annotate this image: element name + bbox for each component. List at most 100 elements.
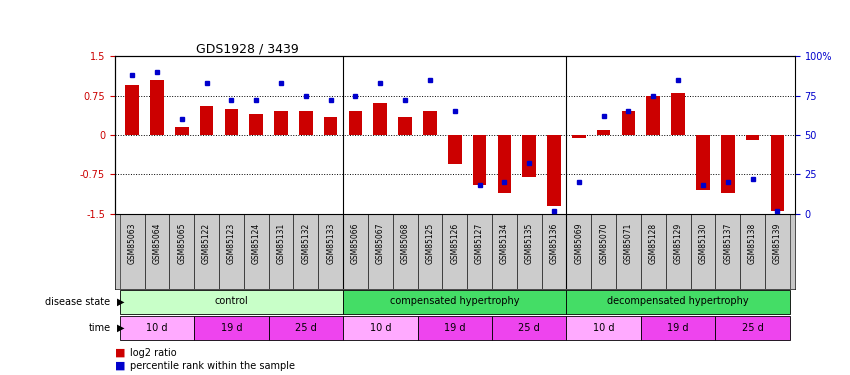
Text: GSM85125: GSM85125: [426, 223, 434, 264]
Bar: [765, 214, 790, 289]
Text: time: time: [88, 323, 110, 333]
Bar: [299, 111, 313, 135]
Text: ▶: ▶: [117, 297, 125, 307]
Bar: [194, 214, 219, 289]
Bar: [740, 214, 765, 289]
Bar: [492, 214, 517, 289]
Bar: [771, 135, 785, 211]
Text: GSM85123: GSM85123: [227, 223, 236, 264]
Text: GSM85124: GSM85124: [252, 223, 261, 264]
Text: GSM85133: GSM85133: [326, 223, 335, 264]
Text: GSM85138: GSM85138: [748, 223, 757, 264]
Bar: [343, 214, 368, 289]
Bar: [473, 135, 486, 185]
Bar: [468, 214, 492, 289]
Text: percentile rank within the sample: percentile rank within the sample: [130, 361, 295, 370]
Bar: [244, 214, 269, 289]
Text: GSM85134: GSM85134: [500, 223, 509, 264]
Bar: [423, 111, 437, 135]
Bar: [120, 214, 145, 289]
Text: ■: ■: [115, 348, 125, 357]
Bar: [194, 316, 269, 340]
Bar: [721, 135, 734, 193]
Text: GSM85135: GSM85135: [524, 223, 534, 264]
Bar: [592, 214, 616, 289]
Bar: [497, 135, 511, 193]
Text: compensated hypertrophy: compensated hypertrophy: [390, 296, 519, 306]
Text: GSM85122: GSM85122: [202, 223, 211, 264]
Bar: [343, 290, 566, 314]
Bar: [745, 135, 759, 140]
Text: 10 d: 10 d: [146, 322, 167, 333]
Text: 19 d: 19 d: [444, 322, 466, 333]
Bar: [269, 214, 293, 289]
Text: GSM85132: GSM85132: [302, 223, 310, 264]
Bar: [368, 214, 393, 289]
Bar: [448, 135, 462, 164]
Bar: [641, 214, 666, 289]
Bar: [120, 316, 194, 340]
Text: disease state: disease state: [45, 297, 111, 307]
Bar: [417, 316, 492, 340]
Bar: [200, 106, 213, 135]
Bar: [324, 117, 337, 135]
Text: decompensated hypertrophy: decompensated hypertrophy: [607, 296, 749, 306]
Bar: [672, 93, 685, 135]
Text: GSM85068: GSM85068: [400, 223, 410, 264]
Bar: [293, 214, 318, 289]
Bar: [224, 109, 238, 135]
Text: GSM85071: GSM85071: [624, 223, 633, 264]
Text: GSM85130: GSM85130: [699, 223, 707, 264]
Text: control: control: [214, 296, 248, 306]
Bar: [169, 214, 194, 289]
Bar: [641, 316, 716, 340]
Text: log2 ratio: log2 ratio: [130, 348, 177, 357]
Bar: [393, 214, 417, 289]
Bar: [348, 111, 362, 135]
Bar: [597, 130, 610, 135]
Text: GSM85070: GSM85070: [599, 223, 608, 264]
Text: GSM85063: GSM85063: [128, 223, 137, 264]
Bar: [566, 316, 641, 340]
Bar: [621, 111, 635, 135]
Text: GSM85128: GSM85128: [649, 223, 658, 264]
Text: GSM85066: GSM85066: [351, 223, 360, 264]
Text: GSM85139: GSM85139: [773, 223, 782, 264]
Bar: [566, 290, 790, 314]
Text: 19 d: 19 d: [221, 322, 242, 333]
Text: GSM85137: GSM85137: [723, 223, 732, 264]
Text: GSM85126: GSM85126: [450, 223, 459, 264]
Bar: [417, 214, 442, 289]
Bar: [318, 214, 343, 289]
Text: 10 d: 10 d: [593, 322, 615, 333]
Bar: [144, 214, 169, 289]
Text: GDS1928 / 3439: GDS1928 / 3439: [196, 42, 299, 55]
Bar: [523, 135, 536, 177]
Bar: [399, 117, 412, 135]
Text: GSM85131: GSM85131: [276, 223, 286, 264]
Text: GSM85069: GSM85069: [575, 223, 583, 264]
Text: ■: ■: [115, 361, 125, 370]
Bar: [120, 290, 343, 314]
Text: 19 d: 19 d: [667, 322, 688, 333]
Text: GSM85065: GSM85065: [178, 223, 186, 264]
Text: 25 d: 25 d: [295, 322, 317, 333]
Bar: [269, 316, 343, 340]
Bar: [125, 85, 139, 135]
Bar: [150, 80, 164, 135]
Bar: [517, 214, 541, 289]
Text: GSM85136: GSM85136: [549, 223, 558, 264]
Bar: [690, 214, 716, 289]
Bar: [442, 214, 468, 289]
Bar: [175, 127, 189, 135]
Text: ▶: ▶: [117, 323, 125, 333]
Bar: [566, 214, 592, 289]
Bar: [541, 214, 566, 289]
Text: 10 d: 10 d: [370, 322, 391, 333]
Bar: [716, 316, 790, 340]
Bar: [343, 316, 417, 340]
Bar: [647, 96, 660, 135]
Bar: [716, 214, 740, 289]
Bar: [666, 214, 690, 289]
Text: 25 d: 25 d: [742, 322, 763, 333]
